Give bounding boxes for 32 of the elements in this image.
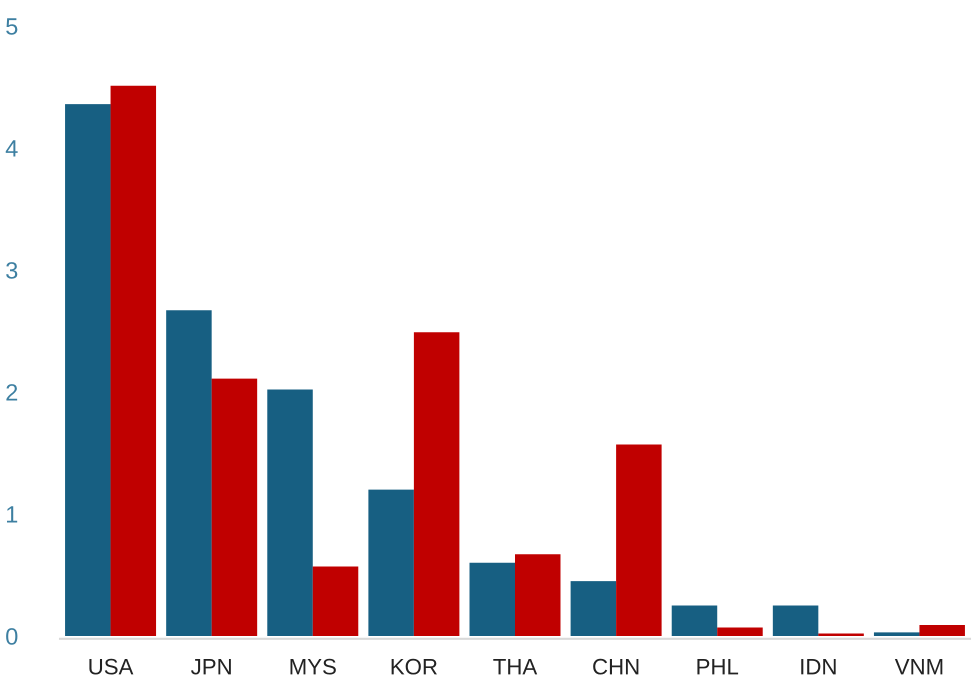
x-tick-label: CHN: [593, 658, 638, 675]
bar: [65, 104, 111, 636]
bar: [772, 606, 818, 636]
y-tick-label: 2: [6, 384, 18, 401]
x-tick-label: JPN: [191, 659, 231, 675]
bar: [267, 390, 313, 636]
y-tick-label: 1: [7, 506, 18, 523]
y-tick-label: 5: [6, 18, 18, 35]
x-tick-label: KOR: [392, 658, 437, 675]
y-tick-label: 0: [6, 628, 18, 645]
y-tick-label: 3: [6, 262, 18, 279]
x-tick-label: IDN: [801, 659, 836, 674]
bar: [368, 490, 414, 636]
bar: [166, 310, 212, 636]
y-tick-label: 4: [6, 140, 18, 157]
bar: [414, 332, 460, 636]
x-tick-label: PHL: [697, 659, 738, 674]
x-tick-label: THA: [493, 659, 538, 674]
bar: [212, 378, 258, 636]
x-tick-label: USA: [89, 658, 134, 675]
bar: [672, 606, 718, 636]
bar: [919, 625, 965, 636]
bar: [616, 444, 662, 636]
bar: [570, 581, 616, 636]
bar: [717, 627, 763, 636]
bar: [515, 554, 560, 636]
bar: [312, 566, 358, 636]
bar: [110, 86, 156, 636]
bar: [470, 562, 515, 636]
x-tick-label: MYS: [290, 658, 336, 675]
x-tick-label: VNM: [894, 659, 942, 674]
bar: [874, 632, 920, 636]
